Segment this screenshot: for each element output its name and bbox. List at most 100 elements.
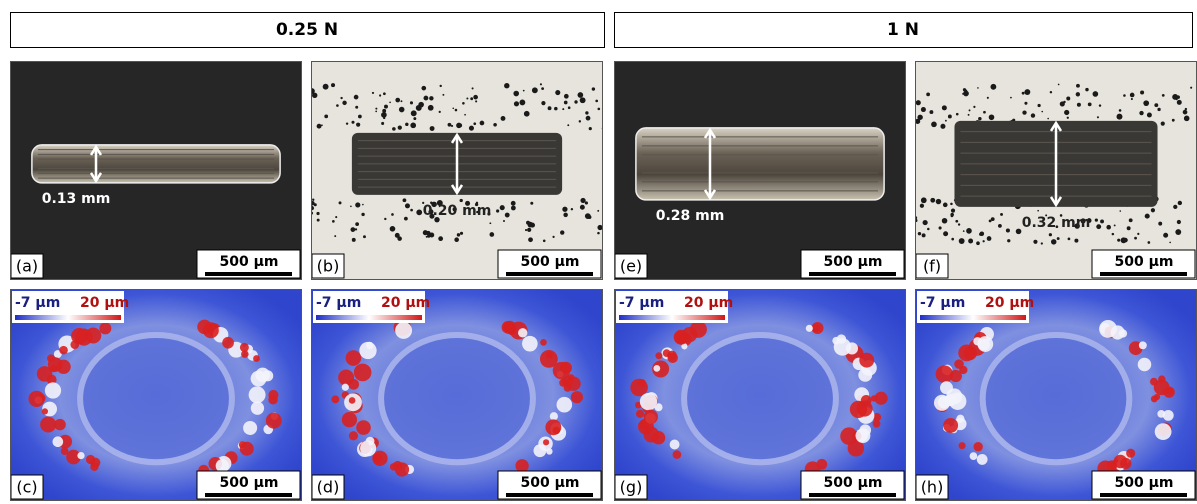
debris bbox=[1178, 201, 1182, 205]
panel-label: (d) bbox=[317, 478, 340, 497]
scale-text: 500 µm bbox=[220, 254, 279, 270]
debris bbox=[527, 228, 531, 232]
debris bbox=[411, 110, 417, 116]
debris bbox=[438, 236, 443, 241]
colorbar-min: -7 µm bbox=[15, 295, 60, 311]
debris bbox=[942, 105, 947, 110]
pile-up bbox=[644, 410, 658, 424]
debris bbox=[950, 203, 953, 206]
pile-up bbox=[366, 342, 373, 349]
pile-up bbox=[936, 365, 954, 383]
debris bbox=[416, 105, 422, 111]
micrograph: 0.20 mm bbox=[309, 61, 604, 280]
pile-up bbox=[640, 393, 657, 410]
debris bbox=[1163, 233, 1168, 238]
debris bbox=[336, 104, 339, 107]
debris bbox=[580, 97, 586, 103]
pile-up bbox=[71, 328, 87, 344]
debris bbox=[503, 220, 505, 222]
debris bbox=[1037, 210, 1039, 212]
header-title: 0.25 N bbox=[276, 20, 338, 40]
debris bbox=[966, 228, 972, 234]
debris bbox=[346, 122, 348, 124]
debris bbox=[942, 218, 948, 224]
debris bbox=[528, 237, 533, 242]
debris bbox=[375, 108, 377, 110]
debris bbox=[568, 106, 571, 109]
debris bbox=[1064, 110, 1069, 115]
debris bbox=[362, 204, 364, 206]
debris bbox=[1154, 103, 1158, 107]
scale-bar bbox=[1100, 272, 1187, 276]
pile-up bbox=[638, 379, 646, 387]
debris bbox=[525, 229, 527, 231]
pile-up bbox=[856, 428, 871, 443]
debris bbox=[977, 87, 979, 89]
scale-text: 500 µm bbox=[521, 475, 580, 491]
debris bbox=[460, 232, 463, 235]
colorbar-min: -7 µm bbox=[316, 295, 361, 311]
debris bbox=[530, 223, 535, 228]
debris bbox=[930, 198, 935, 203]
pile-up bbox=[543, 439, 549, 445]
debris bbox=[1129, 218, 1133, 222]
pile-up bbox=[90, 463, 98, 471]
debris bbox=[983, 240, 985, 242]
wear-scar bbox=[381, 335, 533, 462]
debris bbox=[398, 125, 402, 129]
debris bbox=[564, 94, 569, 99]
debris bbox=[973, 106, 975, 108]
scale-bar bbox=[809, 493, 896, 497]
debris bbox=[931, 121, 937, 127]
debris bbox=[392, 127, 396, 131]
debris bbox=[918, 232, 921, 235]
debris bbox=[1031, 113, 1035, 117]
debris bbox=[356, 123, 360, 127]
debris bbox=[592, 87, 595, 90]
pile-up bbox=[546, 448, 552, 454]
pile-up bbox=[348, 379, 359, 390]
scale-text: 500 µm bbox=[1115, 475, 1174, 491]
debris bbox=[389, 102, 391, 104]
pile-up bbox=[59, 346, 68, 355]
pile-up bbox=[216, 459, 229, 472]
pile-up bbox=[515, 459, 528, 472]
pile-up bbox=[806, 325, 813, 332]
debris bbox=[1177, 100, 1182, 105]
debris bbox=[1139, 111, 1143, 115]
debris bbox=[548, 106, 552, 110]
debris bbox=[586, 116, 591, 121]
debris bbox=[404, 217, 408, 221]
scale-text: 500 µm bbox=[1115, 254, 1174, 270]
debris bbox=[951, 209, 955, 213]
panel-label: (b) bbox=[317, 257, 340, 276]
debris bbox=[922, 233, 926, 237]
debris bbox=[451, 125, 453, 127]
debris bbox=[943, 203, 948, 208]
debris bbox=[504, 83, 509, 88]
panel: -7 µm20 µm(d)500 µm bbox=[311, 289, 603, 501]
debris bbox=[410, 209, 413, 212]
debris bbox=[571, 208, 573, 210]
debris bbox=[1157, 108, 1160, 111]
pile-up bbox=[540, 339, 547, 346]
debris bbox=[939, 226, 942, 229]
pile-up bbox=[675, 332, 687, 344]
debris bbox=[401, 100, 403, 102]
debris bbox=[351, 227, 356, 232]
scale-bar bbox=[205, 493, 292, 497]
debris bbox=[1131, 98, 1133, 100]
debris bbox=[489, 222, 491, 224]
debris bbox=[1140, 90, 1144, 94]
pile-up bbox=[673, 450, 682, 459]
debris bbox=[332, 220, 335, 223]
pile-up bbox=[241, 350, 249, 358]
panel: 0.20 mm(b)500 µm bbox=[309, 61, 604, 280]
scale-bar bbox=[506, 272, 593, 276]
debris bbox=[1119, 210, 1121, 212]
pile-up bbox=[54, 419, 66, 431]
debris bbox=[1172, 94, 1178, 100]
debris bbox=[979, 233, 982, 236]
panel: 0.32 mm(f)500 µm bbox=[914, 61, 1197, 280]
debris bbox=[1184, 116, 1190, 122]
